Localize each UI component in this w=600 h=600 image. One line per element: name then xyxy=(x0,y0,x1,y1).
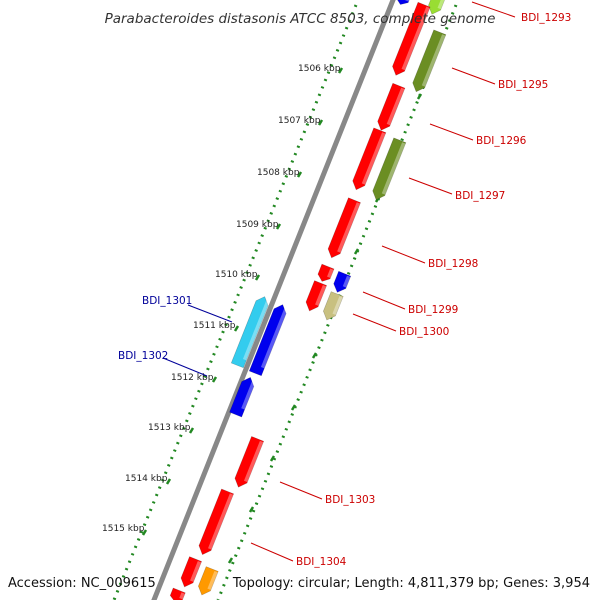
kbp-tick xyxy=(141,529,148,536)
gene-bdi-1306[interactable] xyxy=(196,566,219,598)
gene-bdi-1307[interactable] xyxy=(169,587,186,600)
gene-bdi-1302a[interactable] xyxy=(248,302,289,377)
kbp-label: 1512 kbp xyxy=(171,373,214,383)
kbp-tick xyxy=(233,325,240,332)
kbp-label: 1514 kbp xyxy=(125,474,168,484)
gene-bdi-1302[interactable] xyxy=(229,375,257,418)
kbp-tick xyxy=(275,223,282,230)
gene-bdi-1297[interactable] xyxy=(370,137,407,202)
gene-bdi-1301[interactable] xyxy=(230,294,271,369)
gene-label[interactable]: BDI_1296 xyxy=(476,135,527,147)
kbp-label: 1507 kbp xyxy=(278,116,321,126)
genome-backbone xyxy=(151,0,396,600)
gene-label[interactable]: BDI_1297 xyxy=(455,190,505,202)
kbp-label: 1513 kbp xyxy=(148,423,191,433)
kbp-tick xyxy=(165,478,172,485)
track-tick xyxy=(269,455,276,462)
kbp-tick xyxy=(337,67,344,74)
gene-label[interactable]: BDI_1293 xyxy=(521,12,571,24)
kbp-tick xyxy=(296,171,303,178)
gene-bdi-1293[interactable] xyxy=(426,0,447,17)
track-tick xyxy=(353,248,360,255)
gene-bdi-1299a[interactable] xyxy=(316,263,335,284)
kbp-tick xyxy=(211,376,218,383)
gene-bdi-1296[interactable] xyxy=(350,127,387,192)
gene-bdi-1299b[interactable] xyxy=(331,270,352,294)
genome-summary-text: Topology: circular; Length: 4,811,379 bp… xyxy=(232,576,590,591)
accession-text: Accession: NC_009615 xyxy=(8,576,156,591)
track-tick xyxy=(227,557,234,564)
gene-bdi-1305[interactable] xyxy=(178,556,202,590)
dotted-track-outer xyxy=(112,4,358,600)
gene-bdi-1295[interactable] xyxy=(410,29,447,94)
track-tick xyxy=(311,352,318,359)
kbp-label: 1509 kbp xyxy=(236,220,279,230)
kbp-tick xyxy=(188,427,195,434)
track-tick xyxy=(290,404,297,411)
gene-label[interactable]: BDI_1304 xyxy=(296,556,347,568)
gene-label[interactable]: BDI_1302 xyxy=(118,350,168,362)
gene-bdi-1292[interactable] xyxy=(394,0,413,7)
gene-label[interactable]: BDI_1295 xyxy=(498,79,548,91)
gene-bdi-1294[interactable] xyxy=(390,1,431,77)
gene-bdi-1303[interactable] xyxy=(232,436,265,489)
kbp-label: 1515 kbp xyxy=(102,524,145,534)
gene-label[interactable]: BDI_1301 xyxy=(142,295,192,307)
kbp-label: 1511 kbp xyxy=(193,321,236,331)
map-title: Parabacteroides distasonis ATCC 8503, co… xyxy=(105,11,496,27)
gene-bdi-1304[interactable] xyxy=(196,488,235,557)
kbp-label: 1508 kbp xyxy=(257,168,300,178)
gene-label[interactable]: BDI_1303 xyxy=(325,494,375,506)
track-tick xyxy=(416,93,423,100)
kbp-label: 1510 kbp xyxy=(215,270,258,280)
kbp-tick xyxy=(317,119,324,126)
track-tick xyxy=(248,506,255,513)
gene-bdi-1298[interactable] xyxy=(325,197,361,260)
gene-bdi-1300[interactable] xyxy=(321,291,344,323)
gene-bdi-1299[interactable] xyxy=(303,280,327,314)
gene-bdi-1296a[interactable] xyxy=(375,82,406,132)
kbp-label: 1506 kbp xyxy=(298,64,341,74)
kbp-tick xyxy=(254,274,261,281)
gene-label[interactable]: BDI_1300 xyxy=(399,326,449,338)
gene-label[interactable]: BDI_1298 xyxy=(428,258,478,270)
gene-label[interactable]: BDI_1299 xyxy=(408,304,458,316)
